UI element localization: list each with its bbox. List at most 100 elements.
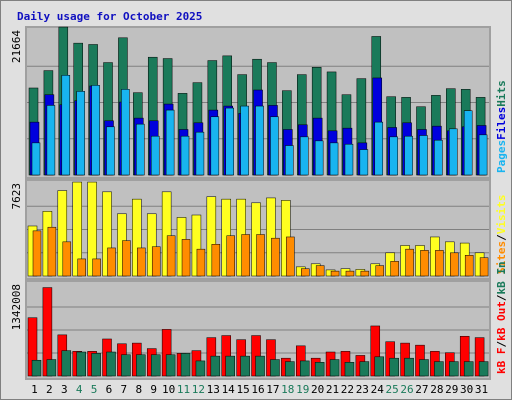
- bar-sites-day-3: [62, 241, 72, 277]
- bar-sites-day-1: [32, 230, 42, 277]
- bar-pages-day-5: [91, 85, 100, 176]
- panel-legend: PagesFilesHits: [495, 80, 508, 173]
- bar-sites-day-23: [360, 270, 370, 277]
- bar-visits-day-3: [57, 190, 68, 277]
- bar-pages-day-25: [389, 136, 398, 176]
- bar-sites-day-10: [166, 235, 176, 277]
- bar-kb-in-day-21: [329, 359, 340, 377]
- x-tick-day-29: 29: [445, 383, 458, 396]
- bar-sites-day-25: [390, 261, 399, 277]
- bar-sites-day-31: [479, 257, 489, 277]
- x-tick-day-3: 3: [61, 383, 68, 396]
- bar-visits-day-4: [72, 181, 82, 277]
- bar-sites-day-9: [151, 246, 161, 277]
- bar-pages-day-28: [434, 139, 443, 176]
- bar-sites-day-22: [345, 270, 355, 277]
- bar-kb-in-day-23: [359, 361, 370, 377]
- x-tick-day-6: 6: [106, 383, 113, 396]
- bar-kb-in-day-3: [61, 350, 72, 377]
- bar-kb-in-day-30: [463, 361, 474, 377]
- bar-kb-in-day-24: [374, 356, 385, 377]
- x-tick-day-17: 17: [266, 383, 279, 396]
- bar-visits-day-8: [132, 198, 142, 277]
- bar-kb-in-day-10: [165, 354, 176, 377]
- bar-pages-day-20: [314, 140, 324, 176]
- bar-kb-in-day-5: [91, 353, 101, 377]
- x-tick-day-31: 31: [475, 383, 488, 396]
- x-tick-day-11: 11: [177, 383, 190, 396]
- x-tick-day-22: 22: [341, 383, 354, 396]
- legend-entry: /: [495, 234, 508, 241]
- bar-kb-in-day-20: [314, 362, 325, 377]
- bar-kb-in-day-29: [449, 361, 459, 377]
- panel-max-label: 7623: [10, 183, 23, 210]
- bar-kb-in-day-16: [255, 355, 265, 377]
- bar-sites-day-24: [375, 265, 385, 277]
- bar-pages-day-11: [180, 135, 190, 176]
- x-tick-day-2: 2: [46, 383, 53, 396]
- legend-entry: Sites: [495, 241, 508, 274]
- bar-pages-day-4: [76, 91, 85, 176]
- bar-pages-day-10: [165, 109, 175, 176]
- bar-sites-day-16: [256, 234, 265, 277]
- bar-pages-day-8: [136, 123, 145, 176]
- legend-entry: Visits: [495, 195, 508, 235]
- x-tick-day-16: 16: [251, 383, 264, 396]
- x-tick-day-23: 23: [356, 383, 369, 396]
- bar-kb-in-day-12: [195, 360, 206, 377]
- bar-kb-in-day-14: [225, 355, 235, 377]
- x-tick-day-30: 30: [460, 383, 473, 396]
- bar-pages-day-3: [61, 75, 71, 176]
- bar-kb-in-day-11: [180, 353, 191, 377]
- bar-pages-day-2: [46, 105, 56, 176]
- x-tick-day-10: 10: [162, 383, 175, 396]
- bar-kb-in-day-7: [121, 354, 131, 377]
- x-axis-day-ticks: 1 2 3 4 5 6 7 8 9 10 11 12 13 14 15 16 17 18 19 20 21 22 23 24 2…: [31, 383, 488, 396]
- bar-pages-day-21: [329, 142, 339, 176]
- bar-sites-day-19: [301, 268, 310, 277]
- bar-sites-day-28: [435, 250, 444, 277]
- bar-pages-day-15: [240, 105, 249, 176]
- bar-visits-day-12: [191, 214, 202, 277]
- bar-visits-day-6: [102, 191, 112, 277]
- bar-pages-day-22: [344, 143, 354, 176]
- x-tick-day-19: 19: [296, 383, 309, 396]
- panel-max-label: 1342008: [10, 284, 23, 330]
- bar-sites-day-12: [196, 248, 206, 277]
- bar-kb-in-day-15: [240, 355, 250, 377]
- bar-kb-in-day-31: [478, 361, 489, 377]
- x-tick-day-15: 15: [236, 383, 249, 396]
- bar-sites-day-15: [241, 234, 250, 277]
- bar-kb-in-day-8: [136, 354, 146, 377]
- bar-kb-in-day-19: [300, 360, 310, 377]
- bar-sites-day-21: [330, 270, 340, 277]
- bar-pages-day-18: [285, 145, 294, 176]
- bar-kb-in-day-25: [389, 357, 399, 377]
- bar-sites-day-20: [315, 265, 325, 277]
- bar-pages-day-1: [31, 142, 41, 176]
- legend-entry: /: [495, 341, 508, 348]
- legend-entry: kB In: [495, 261, 508, 294]
- x-tick-day-20: 20: [311, 383, 324, 396]
- x-tick-day-5: 5: [91, 383, 98, 396]
- x-tick-day-1: 1: [31, 383, 38, 396]
- bar-visits-day-9: [146, 213, 157, 277]
- x-tick-day-7: 7: [121, 383, 128, 396]
- bar-pages-day-9: [150, 135, 160, 176]
- bar-sites-day-18: [286, 236, 295, 277]
- bar-pages-day-30: [463, 110, 473, 176]
- bar-sites-day-5: [92, 258, 101, 277]
- bar-pages-day-31: [478, 134, 488, 176]
- panel-legend: kB F/kB Out/kB In: [495, 261, 508, 374]
- bar-kb-in-day-6: [106, 351, 116, 377]
- x-tick-day-25: 25: [386, 383, 399, 396]
- bar-sites-day-4: [77, 258, 86, 277]
- chart-title: Daily usage for October 2025: [17, 10, 202, 23]
- bar-sites-day-14: [226, 235, 235, 277]
- bar-pages-day-13: [210, 116, 220, 176]
- x-tick-day-24: 24: [371, 383, 385, 396]
- legend-entry: Pages: [495, 140, 508, 173]
- panels-layer: 21664PagesFilesHits7623Sites/Visits13420…: [10, 26, 508, 380]
